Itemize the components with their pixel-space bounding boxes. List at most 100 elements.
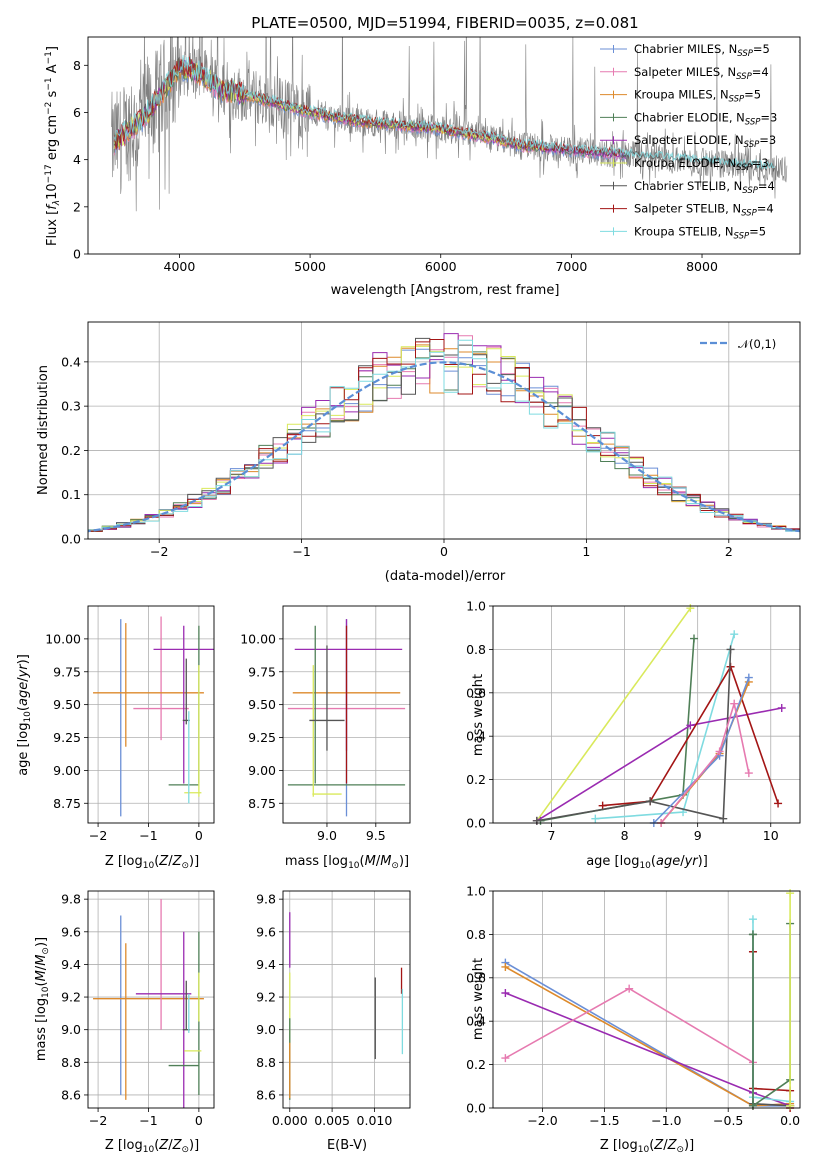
weight-marker	[748, 1101, 757, 1110]
agemass-ytick-label: 8.75	[248, 796, 276, 811]
legend-entry: Kroupa MILES, NSSP=5	[634, 88, 761, 105]
residual-histogram	[88, 339, 800, 533]
mwZ-ytick-label: 0.2	[466, 1057, 486, 1072]
spectrum-panel: 4000 5000 6000 7000 8000 0 2 4 6 8 Chabrier MILES,…	[73, 36, 801, 274]
model-spectrum-line	[113, 55, 775, 170]
mwZ-xtick-label: −0.5	[713, 1113, 743, 1128]
spectrum-ylabel: Flux [fλ10−17 erg cm−2 s−1 A−1]	[44, 46, 62, 246]
spectrum-lines	[111, 37, 788, 212]
massebv-ytick-label: 9.8	[256, 892, 276, 907]
massZ-ytick-label: 8.6	[61, 1087, 81, 1102]
mwZ-ytick-label: 0.4	[466, 1014, 486, 1029]
ageZ-ytick-label: 9.50	[53, 697, 81, 712]
mwage-ytick-label: 0.2	[466, 772, 486, 787]
mwZ-ytick-label: 1.0	[466, 884, 486, 899]
weight-marker	[777, 703, 786, 712]
model-spectrum-line	[113, 56, 627, 157]
mwZ-xtick-label: −1.0	[651, 1113, 681, 1128]
massebv-ytick-label: 8.8	[256, 1055, 276, 1070]
weight-marker	[715, 747, 724, 756]
spec-xtick-label: 5000	[294, 259, 326, 274]
ageZ-ytick-label: 9.00	[53, 763, 81, 778]
massebv-ytick-label: 9.2	[256, 990, 276, 1005]
resid-ytick-label: 0.4	[61, 354, 81, 369]
mw-Z-xlabel: Z [log10(Z/Z⊙)]	[600, 1138, 694, 1155]
weight-marker	[744, 769, 753, 778]
weight-line	[660, 703, 750, 824]
legend-entry: Salpeter ELODIE, NSSP=3	[634, 133, 776, 150]
agemass-xtick-label: 9.5	[366, 828, 386, 843]
spec-ytick-label: 2	[73, 199, 81, 214]
weight-marker	[744, 673, 753, 682]
massebv-ytick-label: 9.4	[256, 957, 276, 972]
massZ-ytick-label: 9.6	[61, 924, 81, 939]
spec-xtick-label: 8000	[686, 259, 718, 274]
legend-entry: Salpeter MILES, NSSP=4	[634, 65, 769, 82]
weight-marker	[748, 915, 757, 924]
agemass-errorbars	[287, 619, 406, 817]
resid-xtick-label: 1	[582, 544, 590, 559]
weight-line	[602, 664, 779, 807]
weight-line	[536, 649, 732, 822]
mwZ-frame	[492, 890, 801, 1109]
massZ-ytick-label: 9.2	[61, 990, 81, 1005]
mwage-xtick-label: 10	[763, 828, 779, 843]
weight-marker	[748, 930, 757, 939]
massebv-ytick-label: 8.6	[256, 1087, 276, 1102]
legend-entry: Chabrier ELODIE, NSSP=3	[634, 110, 777, 127]
mwZ-ytick-label: 0.6	[466, 970, 486, 985]
ageZ-frame	[87, 605, 215, 824]
weight-marker	[625, 984, 634, 993]
agemass-frame	[282, 605, 411, 824]
mwZ-xtick-label: −2.0	[527, 1113, 557, 1128]
weight-line	[536, 607, 692, 822]
massZ-frame	[87, 890, 215, 1109]
legend-entry: Chabrier STELIB, NSSP=4	[634, 179, 775, 196]
spec-ytick-label: 4	[73, 152, 81, 167]
massweight-vs-Z-panel: −2.0 −1.5 −1.0 −0.5 0.0 0.0 0.2 0.4 0.6 0.8 1.0	[466, 884, 801, 1128]
agemass-ytick-label: 9.50	[248, 697, 276, 712]
mw-Z-ylabel: mass weight	[471, 958, 486, 1040]
weight-marker	[686, 721, 695, 730]
ageZ-xtick-label: 0	[195, 828, 203, 843]
mwZ-ytick-label: 0.8	[466, 927, 486, 942]
resid-xtick-label: −1	[292, 544, 310, 559]
residual-ylabel: Normed distribution	[36, 365, 51, 495]
massebv-xtick-label: 0.005	[314, 1113, 350, 1128]
ageZ-ytick-label: 9.25	[53, 730, 81, 745]
ageZ-ytick-label: 10.00	[45, 631, 81, 646]
massZ-ytick-label: 8.8	[61, 1055, 81, 1070]
mwZ-xtick-label: −1.5	[589, 1113, 619, 1128]
massZ-ytick-label: 9.4	[61, 957, 81, 972]
age-vs-Z-panel: −2 −1 0 8.75 9.00 9.25 9.50 9.75 10.00	[45, 605, 215, 843]
agemass-ytick-label: 9.75	[248, 664, 276, 679]
mass-ebv-xlabel: E(B-V)	[327, 1138, 367, 1153]
weight-marker	[730, 699, 739, 708]
massebv-frame	[282, 890, 411, 1109]
massebv-xtick-label: 0.010	[357, 1113, 393, 1128]
weight-marker	[786, 889, 795, 898]
massebv-ytick-label: 9.0	[256, 1022, 276, 1037]
ageZ-ytick-label: 8.75	[53, 796, 81, 811]
weight-marker	[690, 634, 699, 643]
massebv-ytick-label: 9.6	[256, 924, 276, 939]
weight-line	[752, 934, 791, 1107]
weight-marker	[501, 988, 510, 997]
weight-line	[595, 633, 735, 820]
weight-marker	[719, 814, 728, 823]
residual-panel: −2 −1 0 1 2 0.0 0.1 0.2 0.3 0.4 𝒩(0,1)	[61, 321, 801, 559]
weight-line	[505, 992, 791, 1107]
age-Z-ylabel: age [log10(age/yr)]	[16, 654, 33, 776]
spec-xtick-label: 4000	[164, 259, 196, 274]
massweight-vs-age-panel: 7 8 9 10 0.0 0.2 0.4 0.6 0.8 1.0	[466, 599, 801, 843]
ageZ-xtick-label: −1	[139, 828, 157, 843]
mwage-ytick-label: 0.4	[466, 729, 486, 744]
age-Z-xlabel: Z [log10(Z/Z⊙)]	[105, 854, 199, 871]
agemass-ytick-label: 10.00	[240, 631, 276, 646]
massZ-ytick-label: 9.8	[61, 892, 81, 907]
weight-marker	[726, 645, 735, 654]
ageZ-errorbars	[93, 616, 214, 817]
mwage-series	[532, 604, 786, 827]
mwage-xtick-label: 9	[694, 828, 702, 843]
